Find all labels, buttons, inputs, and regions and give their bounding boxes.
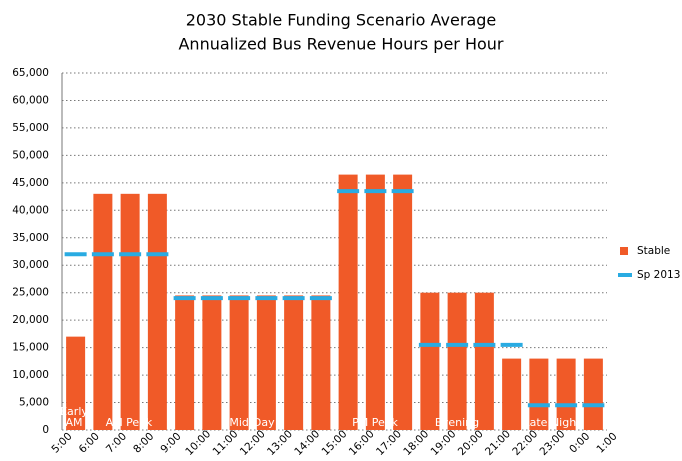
period-label: Late Night xyxy=(524,416,582,429)
bar xyxy=(256,295,276,430)
bar xyxy=(420,292,440,430)
x-tick-label: 13:00 xyxy=(265,428,295,458)
y-tick-label: 30,000 xyxy=(12,259,49,271)
bar xyxy=(474,292,494,430)
bar xyxy=(556,358,576,430)
y-tick-label: 5,000 xyxy=(19,397,49,409)
x-tick-label: 9:00 xyxy=(158,430,183,455)
bar xyxy=(284,295,304,430)
y-tick-label: 65,000 xyxy=(12,67,49,79)
y-tick-label: 25,000 xyxy=(12,287,49,299)
x-tick-label: 7:00 xyxy=(104,430,129,455)
y-tick-label: 55,000 xyxy=(12,122,49,134)
x-tick-label: 23:00 xyxy=(538,428,568,458)
legend-label: Sp 2013 xyxy=(637,269,680,281)
bar xyxy=(502,358,522,430)
chart-title: 2030 Stable Funding Scenario Average xyxy=(186,11,497,30)
period-label: AM Peak xyxy=(106,416,153,429)
bar xyxy=(447,292,467,430)
y-tick-label: 45,000 xyxy=(12,177,49,189)
x-tick-label: 15:00 xyxy=(320,428,350,458)
x-tick-label: 22:00 xyxy=(510,428,540,458)
y-tick-label: 50,000 xyxy=(12,149,49,161)
bar xyxy=(175,295,195,430)
x-tick-label: 0:00 xyxy=(567,430,592,455)
bar xyxy=(583,358,603,430)
x-tick-label: 18:00 xyxy=(401,428,431,458)
y-tick-label: 60,000 xyxy=(12,94,49,106)
x-tick-label: 5:00 xyxy=(49,430,74,455)
bar xyxy=(393,174,413,430)
period-label: AM xyxy=(65,416,82,429)
x-tick-label: 8:00 xyxy=(131,430,156,455)
x-tick-label: 21:00 xyxy=(483,428,513,458)
x-tick-label: 14:00 xyxy=(292,428,322,458)
y-tick-label: 10,000 xyxy=(12,369,49,381)
bar xyxy=(66,336,86,430)
x-tick-label: 11:00 xyxy=(211,428,241,458)
bar xyxy=(202,295,222,430)
period-label: Evening xyxy=(435,416,479,429)
x-tick-label: 20:00 xyxy=(456,428,486,458)
bar xyxy=(229,295,249,430)
bar xyxy=(365,174,385,430)
legend-swatch xyxy=(620,247,628,255)
bar xyxy=(93,193,113,430)
y-tick-label: 40,000 xyxy=(12,204,49,216)
legend-label: Stable xyxy=(637,245,670,257)
y-tick-label: 0 xyxy=(42,424,49,436)
y-tick-label: 15,000 xyxy=(12,342,49,354)
bar xyxy=(311,295,331,430)
x-tick-label: 10:00 xyxy=(183,428,213,458)
bar xyxy=(147,193,167,430)
y-tick-label: 20,000 xyxy=(12,314,49,326)
bar xyxy=(338,174,358,430)
bar xyxy=(120,193,140,430)
bar xyxy=(529,358,549,430)
period-label: Mid-Day xyxy=(229,416,275,429)
x-tick-label: 19:00 xyxy=(429,428,459,458)
x-tick-label: 17:00 xyxy=(374,428,404,458)
x-tick-label: 6:00 xyxy=(77,430,102,455)
x-tick-label: 1:00 xyxy=(594,430,619,455)
period-label: Early xyxy=(60,405,88,418)
x-tick-label: 12:00 xyxy=(238,428,268,458)
y-tick-label: 35,000 xyxy=(12,232,49,244)
chart-title: Annualized Bus Revenue Hours per Hour xyxy=(178,35,503,54)
period-label: PM Peak xyxy=(352,416,398,429)
x-tick-label: 16:00 xyxy=(347,428,377,458)
